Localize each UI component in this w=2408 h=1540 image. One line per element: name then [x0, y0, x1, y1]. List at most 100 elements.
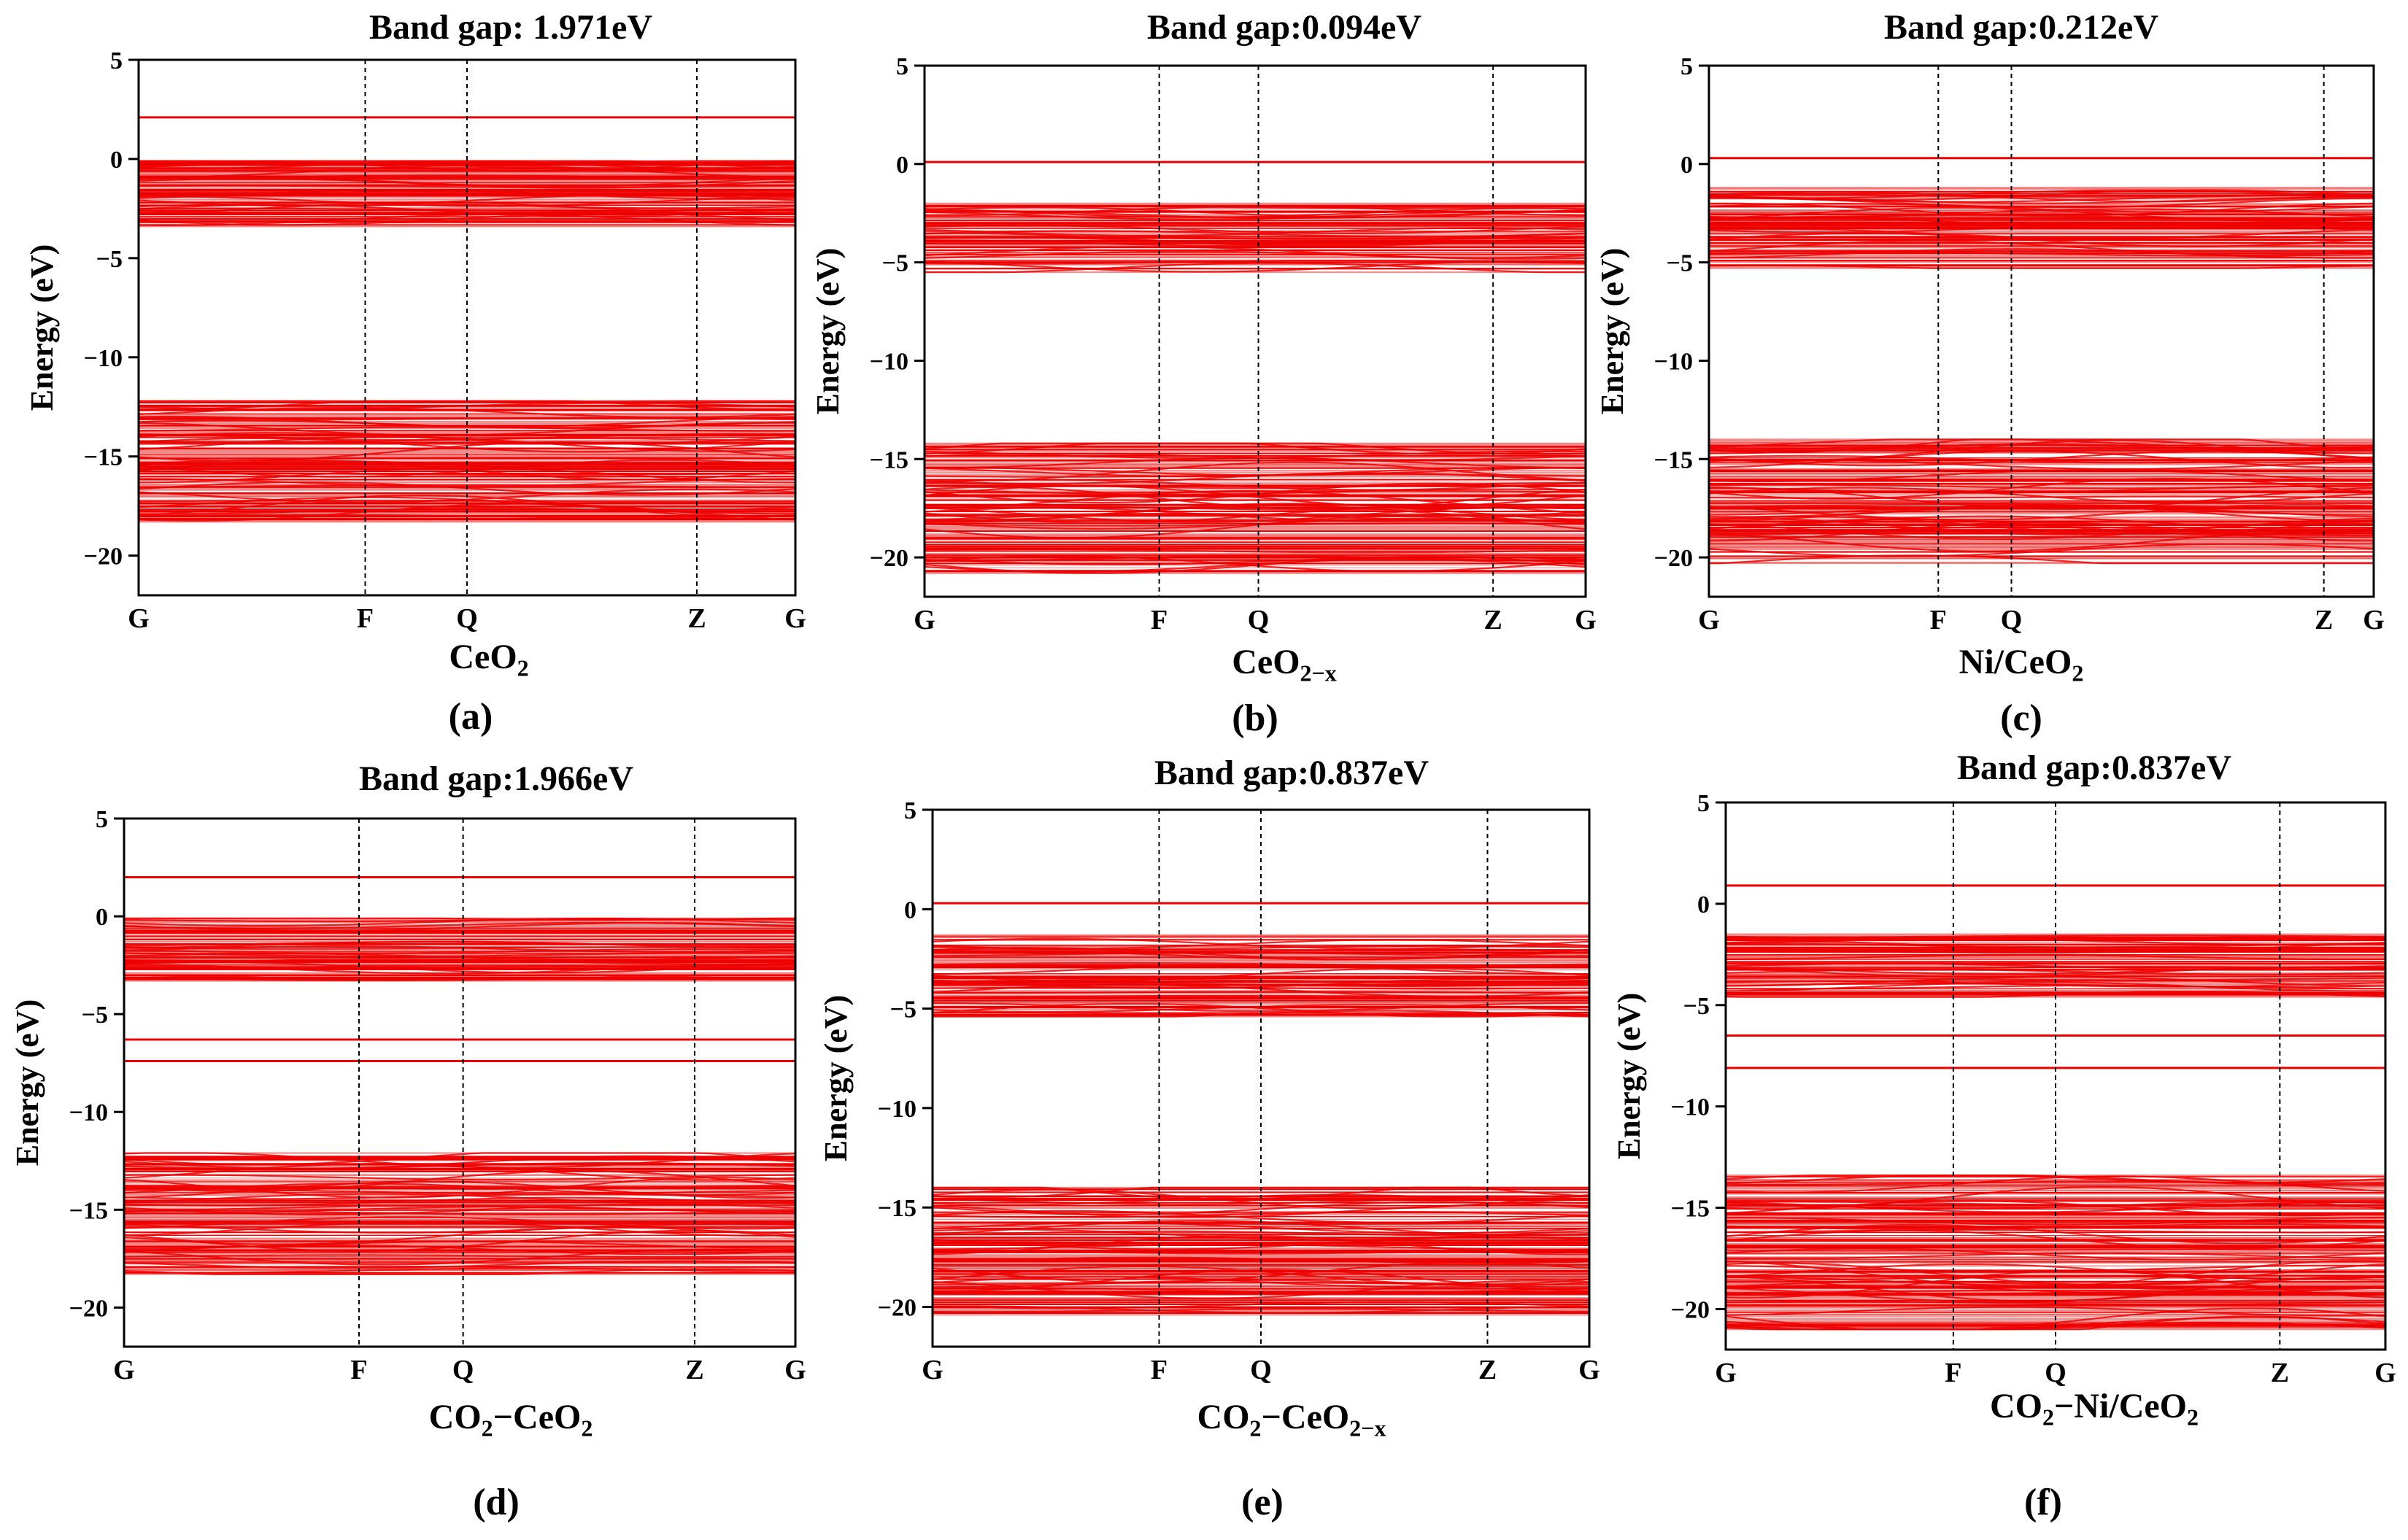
panel-label: (f) [2024, 1482, 2062, 1523]
band-curve [933, 1279, 1589, 1288]
band-curve [124, 1244, 795, 1255]
y-tick-label: −20 [84, 543, 123, 570]
band-curve [1709, 248, 2374, 259]
plot-frame [1707, 64, 2375, 598]
band-curve [124, 940, 795, 949]
band-curve [925, 505, 1586, 525]
band-curve [925, 505, 1586, 524]
y-tick-label: −15 [1671, 1196, 1710, 1223]
band-curve [925, 452, 1586, 461]
band-curve [1709, 193, 2374, 198]
band-lines [925, 160, 1586, 574]
band-curve [1709, 196, 2374, 204]
band-curve [124, 958, 795, 965]
kpoint-label: Z [2271, 1358, 2289, 1388]
y-tick-label: −5 [96, 246, 123, 273]
band-lines [124, 875, 795, 1275]
material-label: CO2−Ni/CeO2 [1990, 1387, 2199, 1431]
y-tick-label: −20 [878, 1294, 916, 1321]
band-curve [1709, 515, 2374, 535]
band-curve [124, 1174, 795, 1181]
kpoint-label: Z [1483, 605, 1502, 635]
band-curve [1709, 445, 2374, 449]
band-curve [1709, 459, 2374, 470]
y-tick-label: 0 [1680, 152, 1693, 179]
y-tick-label: −20 [69, 1295, 108, 1322]
band-curve [124, 1254, 795, 1258]
y-tick-label: −15 [69, 1197, 108, 1224]
y-tick-label: 5 [904, 797, 916, 824]
band-curve [124, 945, 795, 953]
band-curve [925, 505, 1586, 511]
kpoint-label: Q [2045, 1358, 2067, 1388]
band-curve [1709, 214, 2374, 220]
band-curve [1709, 252, 2374, 257]
kpoint-label: Z [1478, 1355, 1497, 1385]
y-axis-label: Energy (eV) [1611, 993, 1647, 1160]
band-curve [925, 473, 1586, 478]
band-curve [925, 503, 1586, 522]
band-curve [139, 457, 795, 460]
band-curve [1709, 525, 2374, 536]
band-curve [1709, 438, 2374, 449]
band-curve [925, 554, 1586, 562]
band-curve [1709, 264, 2374, 269]
y-tick-label: 5 [896, 53, 908, 80]
panel-title: Band gap: 1.971eV [368, 8, 653, 47]
band-curve [124, 1216, 795, 1230]
band-curve [124, 956, 795, 959]
band-curve [139, 177, 795, 189]
band-curve [124, 1210, 795, 1215]
plot-frame [1724, 801, 2387, 1351]
material-label: CO2−CeO2−x [1197, 1398, 1386, 1442]
band-curve [933, 1201, 1589, 1215]
y-tick-label: −10 [870, 348, 908, 375]
band-curve [139, 185, 795, 188]
y-tick-label: −5 [882, 250, 908, 277]
band-curve [124, 1248, 795, 1266]
panel-label: (e) [1241, 1482, 1284, 1523]
band-curve [124, 951, 795, 958]
band-curve [139, 500, 795, 503]
band-curve [139, 472, 795, 476]
band-curve [925, 461, 1586, 481]
band-curve [933, 991, 1589, 994]
band-curve [139, 426, 795, 432]
band-curve [139, 484, 795, 488]
kpoint-label: G [128, 603, 150, 634]
y-tick-label: 5 [96, 806, 108, 833]
band-curve [139, 160, 795, 165]
panel-label: (a) [448, 696, 493, 738]
band-curve [124, 965, 795, 969]
band-curve [1709, 506, 2374, 516]
kpoint-label: G [784, 1355, 806, 1385]
plot-frame [931, 808, 1591, 1348]
band-curve [1709, 543, 2374, 557]
panel-title: Band gap:0.837eV [1154, 754, 1429, 792]
band-curve [925, 205, 1586, 209]
band-curve [1709, 450, 2374, 467]
band-curve [124, 1196, 795, 1207]
band-curve [139, 406, 795, 418]
band-curve [1726, 935, 2385, 938]
band-curve [124, 964, 795, 970]
panel-label: (d) [473, 1482, 520, 1523]
kpoint-label: Z [2315, 605, 2333, 635]
panel-title: Band gap:0.094eV [1146, 8, 1422, 47]
y-tick-label: −10 [1671, 1094, 1710, 1121]
kpoint-label: G [113, 1355, 135, 1385]
band-curve [925, 549, 1586, 554]
band-curve [1709, 223, 2374, 233]
kpoint-label: G [1578, 1355, 1600, 1385]
band-curve [139, 160, 795, 170]
band-curve [925, 554, 1586, 573]
plot-frame [923, 64, 1587, 598]
y-tick-label: −10 [1654, 348, 1693, 375]
band-curve [124, 1268, 795, 1275]
band-curve [925, 479, 1586, 491]
band-curve [1709, 522, 2374, 542]
band-curve [933, 1301, 1589, 1309]
kpoint-label: G [1698, 605, 1720, 635]
